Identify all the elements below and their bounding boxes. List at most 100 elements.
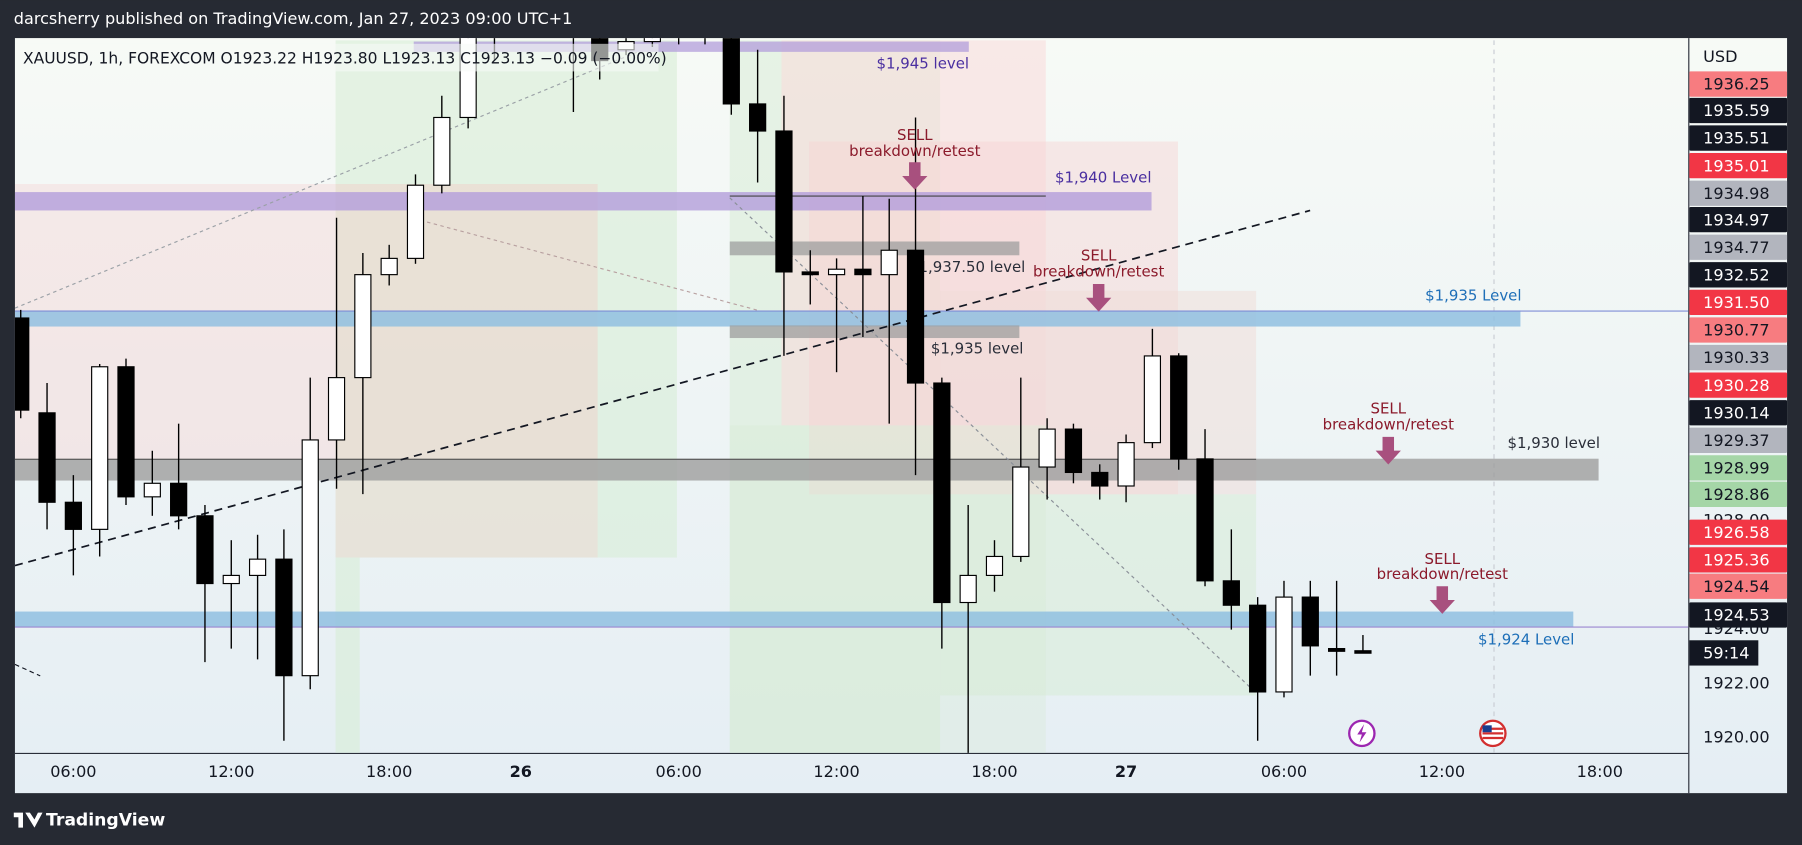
candle-body — [801, 271, 819, 276]
candle-body — [380, 257, 398, 276]
candle-body — [933, 382, 951, 604]
price-tag — [1689, 547, 1788, 573]
sell-arrow — [902, 162, 928, 190]
candle-body — [1328, 648, 1346, 652]
price-tag-label: 1925.36 — [1703, 550, 1770, 569]
candle-body — [1275, 596, 1293, 693]
level-label: $1,935 level — [931, 340, 1024, 358]
candle-body — [1249, 604, 1267, 693]
level-band — [14, 458, 1599, 481]
price-tag-label: 1934.98 — [1703, 184, 1770, 203]
candle-body — [196, 515, 214, 585]
trend-line — [14, 209, 1311, 567]
signal-label: breakdown/retest — [849, 142, 980, 160]
candle-body — [1301, 596, 1319, 647]
price-tag — [1689, 455, 1788, 481]
candle-body — [222, 574, 240, 585]
price-tag — [1689, 602, 1788, 628]
price-tag-label: 1931.50 — [1703, 293, 1770, 312]
candle-body — [1117, 442, 1135, 487]
price-tag — [1689, 234, 1788, 260]
axes: USD 1920.001922.001924.001928.0006:0012:… — [50, 47, 1788, 781]
candle-body — [906, 249, 925, 384]
level-label: $1,940 Level — [1055, 168, 1151, 186]
price-tag-label: 1930.28 — [1703, 376, 1770, 395]
signal-label: breakdown/retest — [1033, 263, 1164, 281]
candle-body — [91, 366, 109, 530]
price-tag — [1689, 344, 1788, 371]
candle-body — [854, 268, 872, 276]
price-tag — [1689, 573, 1788, 599]
candle-body — [1064, 428, 1083, 474]
candle-body — [248, 558, 267, 576]
price-tag-label: 1935.01 — [1703, 156, 1770, 175]
price-tag-label: 1934.77 — [1703, 238, 1770, 257]
price-tag — [1689, 125, 1788, 151]
candle-body — [433, 116, 451, 186]
x-tick-label: 18:00 — [1577, 762, 1623, 781]
price-tag-label: 1928.86 — [1703, 485, 1770, 504]
brand-logo — [13, 812, 43, 828]
candle-body — [38, 412, 56, 503]
x-tick-label: 18:00 — [971, 762, 1017, 781]
level-band — [14, 192, 1152, 211]
price-tag-label: 1934.97 — [1703, 210, 1770, 229]
candles — [14, 38, 1372, 753]
level-band — [413, 41, 969, 52]
price-tag — [1689, 71, 1788, 97]
price-tag — [1689, 262, 1788, 288]
level-label: $1,935 Level — [1425, 287, 1521, 305]
candle-body — [985, 555, 1004, 576]
candle-body — [749, 103, 767, 132]
x-tick-label: 26 — [510, 762, 532, 781]
candle-body — [1196, 458, 1214, 582]
event-icon-glyph — [1357, 724, 1367, 743]
x-tick-label: 06:00 — [656, 762, 702, 781]
price-tag-label: 1936.25 — [1703, 75, 1770, 94]
candle-body — [354, 274, 372, 379]
signal-label: SELL — [897, 126, 933, 144]
trend-line — [413, 217, 759, 312]
trend-line — [729, 197, 1254, 691]
price-tag — [1689, 97, 1788, 124]
price-tag-label: 1930.33 — [1703, 348, 1770, 367]
price-tag-label: 1930.77 — [1703, 321, 1770, 340]
price-tag — [1689, 289, 1788, 316]
price-tag — [1689, 317, 1788, 343]
countdown-tag — [1689, 640, 1759, 666]
x-tick-label: 27 — [1115, 762, 1137, 781]
currency-label: USD — [1703, 47, 1737, 66]
price-tag-label: 1924.53 — [1703, 606, 1770, 625]
candle-body — [722, 38, 740, 105]
price-tag — [1689, 153, 1788, 179]
zone — [335, 557, 360, 753]
x-tick-label: 12:00 — [813, 762, 859, 781]
price-tag — [1689, 400, 1788, 426]
candle-body — [117, 366, 135, 498]
candle-body — [406, 184, 425, 259]
x-tick-label: 06:00 — [50, 762, 96, 781]
candle-body — [775, 130, 793, 273]
signal-label: breakdown/retest — [1377, 565, 1508, 583]
price-tag — [1689, 481, 1788, 507]
x-tick-label: 12:00 — [208, 762, 254, 781]
x-tick-label: 06:00 — [1261, 762, 1307, 781]
level-band — [729, 325, 1020, 339]
sell-arrow — [1375, 436, 1401, 465]
candle-body — [170, 482, 188, 517]
price-tag-label: 1930.14 — [1703, 403, 1770, 422]
level-label: $1,945 level — [877, 55, 970, 73]
price-tag-label: 1926.58 — [1703, 523, 1770, 542]
candle-body — [880, 249, 898, 276]
price-tag — [1689, 180, 1788, 206]
signal-label: SELL — [1081, 246, 1117, 264]
candle-body — [301, 439, 319, 677]
candle-body — [14, 317, 30, 411]
price-tag-label: 1935.51 — [1703, 129, 1770, 148]
symbol-legend: XAUUSD, 1h, FOREXCOM O1923.22 H1923.80 L… — [23, 49, 667, 67]
level-band — [14, 310, 1521, 327]
publish-header: darcsherry published on TradingView.com,… — [14, 9, 573, 28]
candle-body — [275, 558, 293, 677]
legend-backdrop — [14, 43, 659, 72]
